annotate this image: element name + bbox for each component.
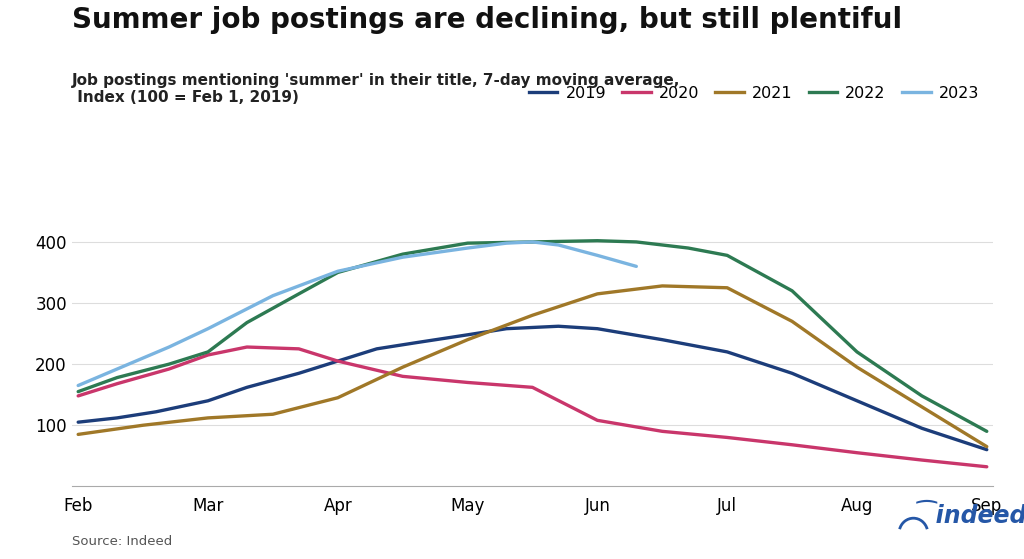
Text: Job postings mentioning 'summer' in their title, 7-day moving average,
 Index (1: Job postings mentioning 'summer' in thei… — [72, 73, 680, 105]
Text: Summer job postings are declining, but still plentiful: Summer job postings are declining, but s… — [72, 6, 902, 34]
Legend: 2019, 2020, 2021, 2022, 2023: 2019, 2020, 2021, 2022, 2023 — [522, 79, 985, 107]
Text: ⁀indeed: ⁀indeed — [916, 504, 1024, 528]
Text: Source: Indeed: Source: Indeed — [72, 535, 172, 548]
